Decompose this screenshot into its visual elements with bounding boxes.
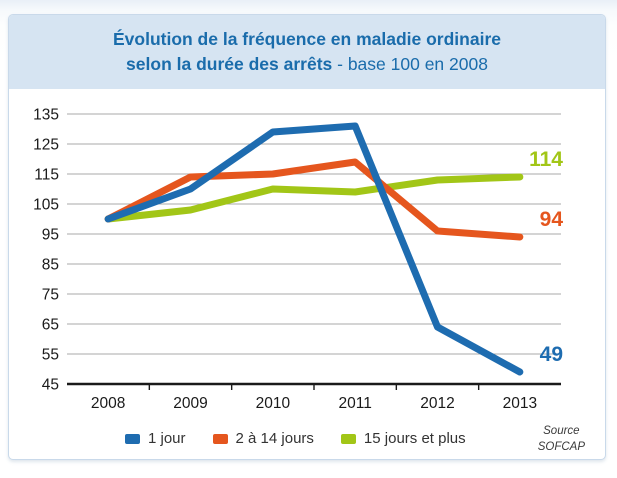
x-axis-label: 2013: [503, 395, 537, 412]
source-credit-line1: Source: [543, 425, 580, 437]
series-line-1-jour: [104, 122, 524, 376]
series-line-2-14-jours: [104, 158, 524, 241]
y-axis-label: 55: [42, 347, 59, 364]
y-axis-label: 75: [42, 287, 59, 304]
x-axis: 2008 2009 2010 2011 2012 2013: [67, 382, 561, 412]
chart-title-line1: Évolution de la fréquence en maladie ord…: [9, 27, 605, 52]
end-value-label-15-jours-et-plus: 114: [529, 148, 563, 171]
y-axis-label: 65: [42, 317, 59, 334]
legend-swatch-1-jour: [125, 433, 140, 444]
chart-title-line1-text: Évolution de la fréquence en maladie ord…: [112, 29, 502, 50]
line-chart: 45 55 65 75 85 95 105 115 125 135 2008 2009 2010 2011…: [33, 107, 564, 413]
x-axis-label: 2011: [338, 395, 371, 412]
y-axis-label: 115: [34, 167, 59, 184]
x-axis-label: 2012: [420, 395, 454, 412]
x-axis-label: 2008: [91, 395, 125, 412]
chart-title-line2-bold: selon la durée des arrêts: [126, 54, 333, 74]
chart-title-line2-subtitle: - base 100 en 2008: [332, 54, 488, 74]
chart-title: Évolution de la fréquence en maladie ord…: [9, 15, 605, 89]
source-credit: Source SOFCAP: [538, 424, 585, 455]
legend-label-1-jour: 1 jour: [148, 430, 186, 447]
chart-title-line2: selon la durée des arrêts - base 100 en …: [9, 52, 605, 77]
legend-item-1-jour: 1 jour: [125, 430, 186, 447]
end-value-label-2-14-jours: 94: [540, 208, 564, 231]
y-axis-label: 125: [33, 137, 59, 154]
chart-card: Évolution de la fréquence en maladie ord…: [8, 14, 606, 460]
y-axis-labels: 45 55 65 75 85 95 105 115 125 135: [33, 107, 59, 394]
source-credit-line2: SOFCAP: [537, 440, 585, 453]
x-axis-label: 2009: [173, 395, 207, 412]
legend-swatch-15-jours-et-plus: [340, 433, 356, 444]
x-axis-label: 2010: [256, 395, 291, 412]
legend-item-15-jours-et-plus: 15 jours et plus: [340, 430, 466, 447]
legend-label-2-14-jours: 2 à 14 jours: [235, 430, 314, 447]
y-axis-label: 95: [42, 227, 59, 244]
y-axis-label: 135: [33, 107, 59, 124]
end-value-label-1-jour: 49: [540, 343, 563, 366]
legend-swatch-2-14-jours: [212, 433, 228, 444]
legend: 1 jour 2 à 14 jours 15 jours et plus: [125, 430, 466, 447]
series-line-15-jours-et-plus: [104, 173, 524, 223]
y-axis-label: 105: [33, 197, 59, 214]
y-axis-label: 85: [42, 257, 59, 274]
legend-label-15-jours-et-plus: 15 jours et plus: [363, 430, 466, 447]
legend-item-2-14-jours: 2 à 14 jours: [212, 430, 314, 447]
y-axis-label: 45: [42, 377, 59, 394]
